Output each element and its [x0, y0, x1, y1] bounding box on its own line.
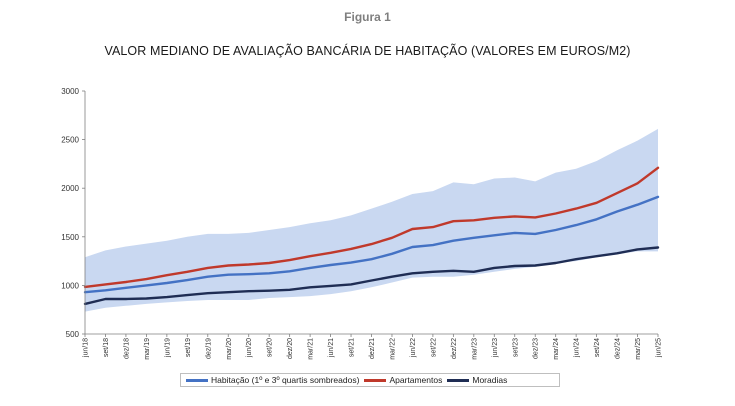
- series-line-habitacao: [83, 195, 660, 294]
- legend-item-moradias: Moradias: [447, 375, 507, 385]
- x-tick-label: dez/22: [451, 338, 458, 359]
- legend-label: Habitação (1º e 3º quartis sombreados): [211, 375, 360, 385]
- x-tick-label: jun/18: [83, 338, 90, 358]
- series-line-moradias: [83, 246, 660, 306]
- series-line-apartamentos: [83, 166, 660, 289]
- legend-swatch: [186, 378, 208, 382]
- legend-swatch: [447, 378, 470, 382]
- figure-label: Figura 1: [344, 10, 391, 24]
- legend-item-apartamentos: Apartamentos: [364, 375, 442, 385]
- x-tick-label: mar/22: [389, 338, 396, 360]
- x-tick-label: dez/20: [287, 338, 294, 359]
- x-tick-label: jun/24: [574, 338, 581, 358]
- y-tick-label: 1000: [61, 281, 79, 290]
- y-tick-label: 2000: [61, 184, 79, 193]
- x-tick-label: jun/25: [656, 338, 663, 358]
- x-tick-label: dez/21: [369, 338, 376, 359]
- y-tick-label: 3000: [61, 87, 79, 96]
- x-tick-label: dez/19: [205, 338, 212, 359]
- legend-item-habitacao: Habitação (1º e 3º quartis sombreados): [186, 375, 359, 385]
- chart-legend: Habitação (1º e 3º quartis sombreados) Ap…: [180, 373, 560, 387]
- quartile-band: [85, 128, 658, 312]
- x-tick-label: jun/22: [410, 338, 417, 358]
- x-tick-label: mar/20: [226, 338, 233, 360]
- x-tick-label: dez/24: [615, 338, 622, 359]
- x-tick-label: jun/21: [328, 338, 335, 358]
- y-tick-label: 2500: [61, 136, 79, 145]
- x-tick-label: set/21: [349, 338, 356, 357]
- x-tick-label: set/20: [267, 338, 274, 357]
- x-tick-label: mar/21: [308, 338, 315, 360]
- x-tick-label: jun/19: [164, 338, 171, 358]
- x-tick-label: set/23: [512, 338, 519, 357]
- x-tick-label: mar/25: [635, 338, 642, 360]
- x-tick-label: set/19: [185, 338, 192, 357]
- x-tick-label: dez/23: [533, 338, 540, 359]
- legend-label: Moradias: [472, 375, 508, 385]
- x-tick-label: mar/19: [144, 338, 151, 360]
- x-tick-label: jun/20: [246, 338, 253, 358]
- chart-title: VALOR MEDIANO DE AVALIAÇÃO BANCÁRIA DE H…: [104, 44, 631, 58]
- x-tick-label: mar/23: [471, 338, 478, 360]
- x-tick-label: jun/23: [492, 338, 499, 358]
- x-tick-label: set/24: [594, 338, 601, 357]
- x-tick-label: set/18: [103, 338, 110, 357]
- y-tick-label: 500: [66, 330, 80, 339]
- legend-label: Apartamentos: [389, 375, 443, 385]
- x-tick-label: set/22: [430, 338, 437, 357]
- legend-swatch: [364, 378, 387, 382]
- y-tick-label: 1500: [61, 233, 79, 242]
- x-tick-label: mar/24: [553, 338, 560, 360]
- x-tick-label: dez/18: [123, 338, 130, 359]
